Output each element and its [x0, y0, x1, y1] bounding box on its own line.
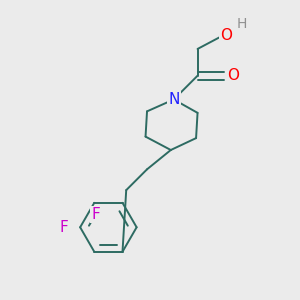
- Text: F: F: [92, 207, 100, 222]
- Text: O: O: [226, 68, 238, 83]
- Text: O: O: [220, 28, 232, 43]
- Text: N: N: [168, 92, 179, 107]
- Text: H: H: [237, 17, 247, 31]
- Text: F: F: [59, 220, 68, 235]
